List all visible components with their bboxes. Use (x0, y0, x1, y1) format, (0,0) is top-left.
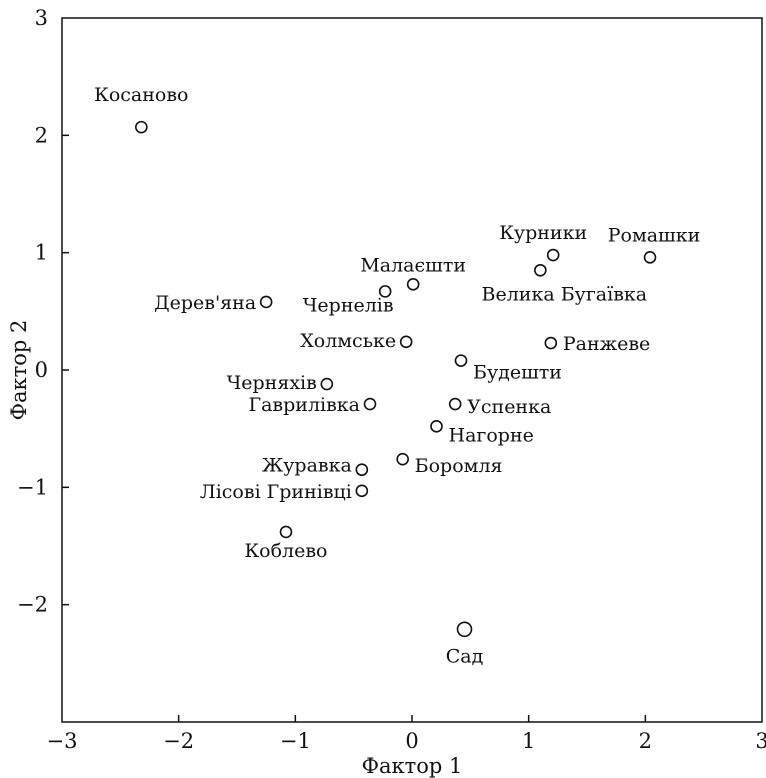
data-point-label: Малаєшти (360, 254, 466, 276)
data-point-label: Журавка (262, 455, 352, 477)
x-tick-label: 0 (405, 729, 418, 753)
data-point-marker (378, 285, 392, 298)
data-point-label: Будешти (473, 362, 562, 384)
plot-frame (61, 17, 763, 723)
data-point-marker (406, 278, 420, 291)
data-point-label: Боромля (415, 455, 503, 477)
data-point-label: Косаново (94, 84, 188, 106)
data-point-marker (454, 354, 468, 367)
data-point-label: Нагорне (449, 424, 534, 446)
data-point-label: Коблево (244, 540, 327, 562)
data-point-label: Черняхів (227, 372, 317, 394)
x-tick-label: 1 (522, 729, 535, 753)
x-tick-label: −3 (47, 729, 78, 753)
data-point-marker (448, 397, 462, 411)
data-point-marker (430, 420, 443, 433)
y-axis-ticks: −2 −1 0 1 2 3 (17, 6, 69, 617)
data-point-label: Курники (499, 222, 587, 244)
data-point-marker (399, 335, 413, 349)
data-point-label: Холмське (300, 330, 396, 352)
y-tick-label: −2 (17, 593, 48, 617)
data-point-marker (320, 377, 334, 391)
y-tick-label: 2 (35, 123, 48, 147)
data-point-marker (279, 525, 293, 539)
data-point-marker (259, 295, 273, 309)
x-tick-label: −1 (280, 729, 311, 753)
x-tick-label: 2 (639, 729, 652, 753)
x-tick-label: −2 (163, 729, 194, 753)
data-point-marker (396, 452, 409, 466)
data-point-label: Ромашки (608, 224, 701, 246)
data-point-label: Велика Бугаївка (482, 283, 648, 305)
data-point-label: Лісові Гринівці (200, 481, 352, 503)
data-point-marker (135, 120, 148, 134)
data-point-marker (456, 621, 473, 638)
data-points: Косаново Курники Ромашки Велика Бугаївка Мал… (94, 84, 700, 667)
data-point-marker (363, 397, 377, 411)
data-point-marker (355, 463, 369, 477)
x-axis-title: Фактор 1 (362, 754, 463, 778)
data-point-label: Гаврилівка (249, 394, 360, 416)
data-point-marker (534, 263, 547, 277)
data-point-label: Успенка (467, 396, 551, 418)
data-point-label: Дерев'яна (154, 292, 256, 314)
data-point-marker (643, 251, 657, 264)
y-axis-title: Фактор 2 (7, 320, 31, 421)
x-axis-ticks: −3 −2 −1 0 1 2 3 (47, 715, 766, 753)
data-point-marker (544, 336, 558, 350)
y-tick-label: 0 (35, 358, 48, 382)
data-point-label: Ранжеве (563, 333, 650, 355)
y-tick-label: 1 (35, 241, 48, 265)
data-point-marker (546, 248, 560, 262)
x-tick-label: 3 (755, 729, 766, 753)
data-point-label: Чернелів (303, 294, 394, 316)
data-point-label: Сад (446, 645, 484, 667)
data-point-marker (355, 484, 369, 498)
y-tick-label: −1 (17, 475, 48, 499)
y-tick-label: 3 (35, 6, 48, 30)
